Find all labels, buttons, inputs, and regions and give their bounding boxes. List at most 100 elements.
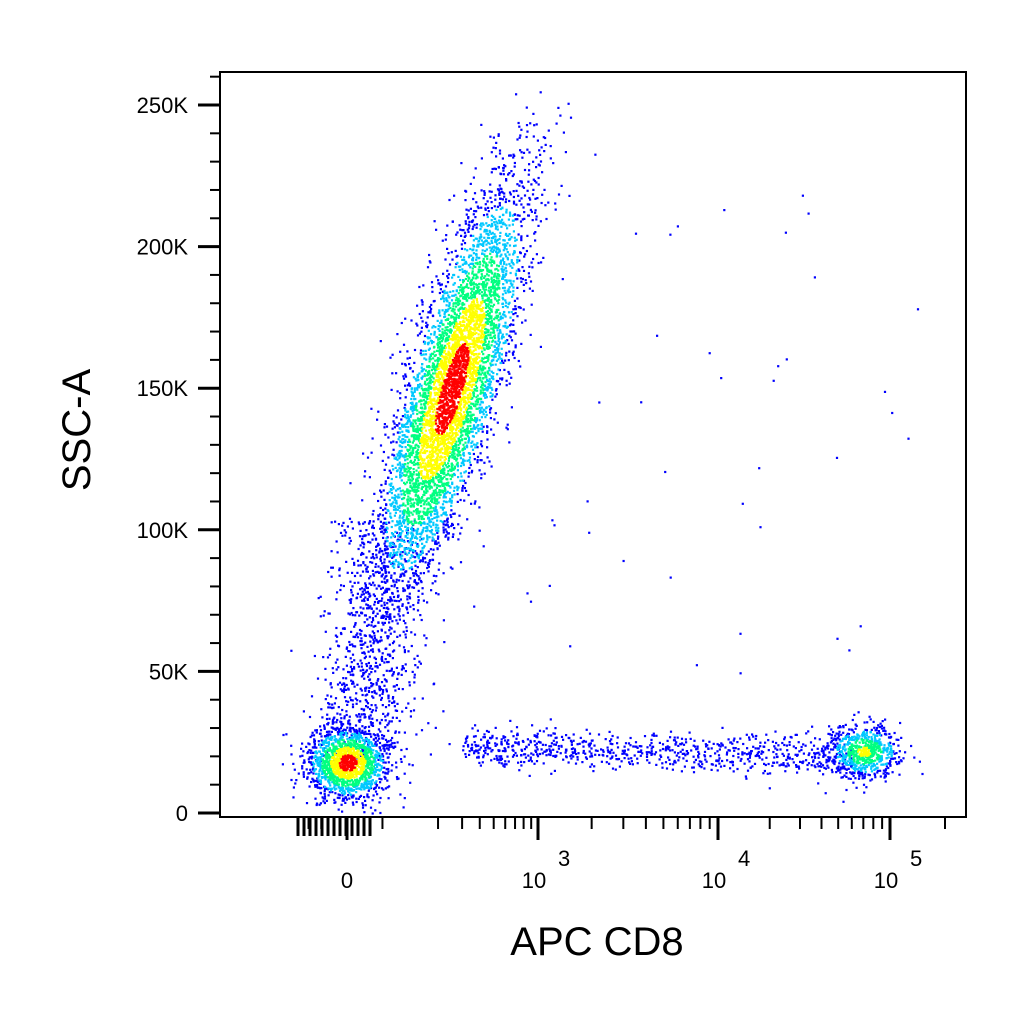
event-dot	[359, 529, 362, 532]
event-dot	[496, 243, 499, 246]
event-dot	[880, 743, 883, 746]
event-dot	[585, 728, 588, 731]
event-dot	[414, 564, 417, 567]
event-dot	[524, 279, 527, 282]
event-dot	[494, 742, 497, 745]
event-dot	[407, 601, 410, 605]
event-dot	[484, 203, 487, 206]
event-dot	[428, 518, 431, 521]
event-dot	[413, 580, 416, 583]
event-dot	[696, 747, 699, 750]
event-dot	[536, 197, 539, 200]
event-dot	[472, 452, 475, 456]
event-dot	[386, 579, 389, 582]
event-dot	[465, 208, 468, 211]
event-dot	[361, 535, 364, 538]
event-dot	[634, 741, 638, 744]
event-dot	[405, 626, 408, 629]
event-dot	[842, 748, 845, 751]
event-dot	[323, 792, 326, 796]
event-dot	[391, 533, 394, 536]
event-dot	[369, 575, 372, 578]
event-dot	[407, 585, 410, 589]
event-dot	[439, 288, 442, 291]
event-dot	[864, 737, 867, 740]
event-dot	[549, 718, 552, 721]
event-dot	[443, 641, 446, 644]
event-dot	[407, 547, 410, 550]
event-dot	[400, 418, 403, 421]
event-dot	[450, 524, 453, 528]
event-dot	[709, 755, 712, 758]
event-dot	[442, 500, 445, 503]
event-dot	[448, 303, 451, 306]
event-dot	[399, 555, 402, 558]
event-dot	[485, 243, 488, 246]
event-dot	[365, 529, 368, 532]
event-dot	[822, 755, 825, 758]
event-dot	[396, 463, 399, 466]
event-dot	[389, 515, 392, 518]
event-dot	[782, 754, 785, 757]
event-dot	[671, 768, 674, 771]
event-dot	[324, 787, 327, 790]
event-dot	[375, 587, 378, 590]
event-dot	[398, 579, 401, 582]
event-dot	[589, 742, 592, 745]
event-dot	[843, 765, 846, 768]
event-dot	[490, 375, 493, 378]
event-dot	[839, 743, 842, 746]
event-dot	[364, 564, 367, 567]
event-dot	[494, 238, 497, 241]
event-dot	[758, 756, 761, 759]
event-dot	[385, 772, 389, 775]
event-dot	[350, 591, 353, 594]
event-dot	[502, 221, 505, 224]
event-dot	[361, 802, 364, 805]
event-dot	[327, 733, 330, 736]
event-dot	[507, 746, 510, 749]
event-dot	[879, 769, 882, 772]
event-dot	[328, 612, 331, 615]
event-dot	[739, 632, 742, 635]
event-dot	[378, 551, 381, 554]
event-dot	[512, 754, 516, 757]
event-dot	[515, 737, 518, 740]
event-dot	[319, 763, 322, 767]
event-dot	[491, 250, 494, 253]
event-dot	[482, 408, 485, 411]
event-dot	[375, 556, 378, 559]
event-dot	[850, 749, 853, 752]
event-dot	[873, 774, 877, 777]
event-dot	[898, 750, 901, 753]
event-dot	[398, 519, 401, 522]
event-dot	[410, 549, 413, 552]
event-dot	[449, 513, 452, 517]
event-dot	[767, 739, 770, 742]
event-dot	[446, 521, 449, 524]
event-dot	[423, 544, 426, 548]
event-dot	[457, 275, 460, 278]
event-dot	[428, 336, 431, 339]
event-dot	[862, 763, 865, 766]
event-dot	[428, 356, 431, 359]
event-dot	[616, 758, 619, 761]
event-dot	[609, 757, 612, 760]
event-dot	[572, 739, 575, 742]
event-dot	[378, 640, 381, 643]
event-dot	[487, 236, 490, 240]
event-dot	[416, 527, 419, 531]
event-dot	[402, 646, 406, 649]
event-dot	[480, 400, 483, 403]
event-dot	[430, 307, 433, 310]
event-dot	[698, 765, 701, 768]
event-dot	[343, 529, 346, 532]
event-dot	[669, 730, 673, 733]
event-dot	[363, 741, 367, 744]
event-dot	[302, 771, 305, 774]
event-dot	[506, 251, 509, 254]
event-dot	[489, 391, 492, 394]
event-dot	[720, 742, 723, 745]
event-dot	[354, 697, 357, 700]
event-dot	[658, 741, 661, 744]
